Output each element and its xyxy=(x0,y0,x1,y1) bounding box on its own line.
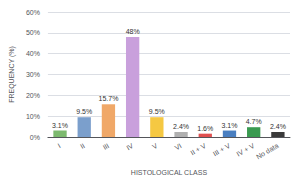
svg-text:2.4%: 2.4% xyxy=(173,123,189,130)
svg-text:4.7%: 4.7% xyxy=(246,118,262,125)
svg-text:3.1%: 3.1% xyxy=(52,122,68,129)
svg-text:FREQUENCY (%): FREQUENCY (%) xyxy=(8,46,16,103)
svg-text:50%: 50% xyxy=(26,29,40,36)
svg-text:IV: IV xyxy=(125,142,135,152)
svg-text:HISTOLOGICAL CLASS: HISTOLOGICAL CLASS xyxy=(131,169,208,176)
svg-text:2.4%: 2.4% xyxy=(270,123,286,130)
svg-text:15.7%: 15.7% xyxy=(99,95,119,102)
svg-text:IV + V: IV + V xyxy=(235,142,255,158)
svg-text:II + V: II + V xyxy=(189,142,207,156)
svg-text:1.6%: 1.6% xyxy=(197,125,213,132)
svg-text:II: II xyxy=(79,142,86,150)
svg-text:30%: 30% xyxy=(26,71,40,78)
svg-text:No data: No data xyxy=(255,142,280,160)
svg-text:3.1%: 3.1% xyxy=(221,122,237,129)
svg-text:48%: 48% xyxy=(126,28,140,35)
svg-text:60%: 60% xyxy=(26,9,40,16)
svg-text:VI: VI xyxy=(174,142,183,151)
svg-text:V: V xyxy=(151,142,159,151)
svg-text:0%: 0% xyxy=(30,134,40,141)
svg-text:I: I xyxy=(57,142,62,149)
svg-text:III: III xyxy=(102,142,111,151)
svg-text:40%: 40% xyxy=(26,50,40,57)
svg-text:10%: 10% xyxy=(26,113,40,120)
svg-text:9.5%: 9.5% xyxy=(76,108,92,115)
svg-text:9.5%: 9.5% xyxy=(149,108,165,115)
svg-text:III + V: III + V xyxy=(212,142,232,157)
svg-text:20%: 20% xyxy=(26,92,40,99)
